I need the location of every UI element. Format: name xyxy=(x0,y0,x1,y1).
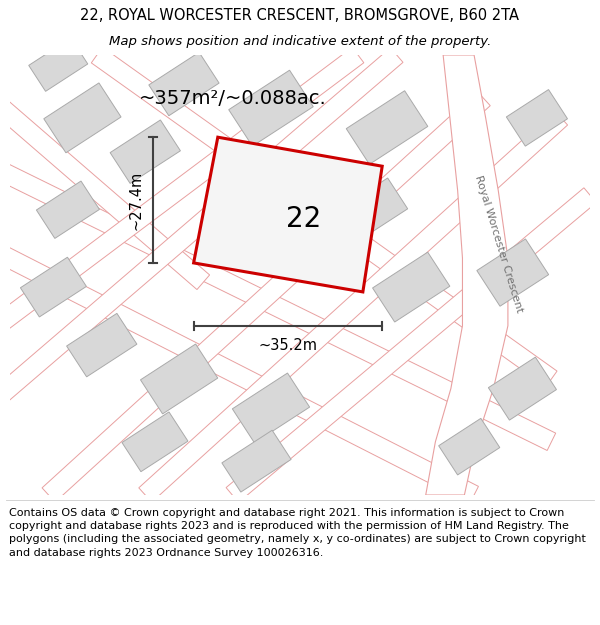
Text: Map shows position and indicative extent of the property.: Map shows position and indicative extent… xyxy=(109,35,491,48)
Polygon shape xyxy=(346,91,428,164)
Polygon shape xyxy=(0,138,556,451)
Polygon shape xyxy=(477,239,548,306)
Text: Royal Worcester Crescent: Royal Worcester Crescent xyxy=(473,174,524,313)
Polygon shape xyxy=(42,91,490,502)
Polygon shape xyxy=(140,344,218,414)
Polygon shape xyxy=(44,83,121,152)
Polygon shape xyxy=(194,138,382,292)
Polygon shape xyxy=(0,48,403,444)
Text: 22, ROYAL WORCESTER CRESCENT, BROMSGROVE, B60 2TA: 22, ROYAL WORCESTER CRESCENT, BROMSGROVE… xyxy=(80,8,520,23)
Polygon shape xyxy=(122,412,188,472)
Polygon shape xyxy=(37,181,100,238)
Polygon shape xyxy=(506,89,568,146)
Polygon shape xyxy=(20,258,86,317)
Text: 22: 22 xyxy=(286,206,321,233)
Polygon shape xyxy=(0,221,478,504)
Polygon shape xyxy=(91,47,557,387)
Polygon shape xyxy=(488,357,556,420)
Polygon shape xyxy=(67,313,137,377)
Text: ~357m²/~0.088ac.: ~357m²/~0.088ac. xyxy=(139,89,326,108)
Polygon shape xyxy=(337,178,407,241)
Text: ~27.4m: ~27.4m xyxy=(128,171,143,229)
Polygon shape xyxy=(29,38,88,91)
Text: ~35.2m: ~35.2m xyxy=(259,338,317,352)
Polygon shape xyxy=(232,373,310,443)
Polygon shape xyxy=(373,252,450,322)
Polygon shape xyxy=(0,48,364,396)
Polygon shape xyxy=(110,120,181,184)
Polygon shape xyxy=(149,52,219,116)
Polygon shape xyxy=(226,188,596,502)
Polygon shape xyxy=(222,430,291,492)
Polygon shape xyxy=(229,70,313,146)
Polygon shape xyxy=(426,55,508,495)
Polygon shape xyxy=(139,111,568,502)
Polygon shape xyxy=(0,58,209,289)
Polygon shape xyxy=(439,418,500,475)
Text: Contains OS data © Crown copyright and database right 2021. This information is : Contains OS data © Crown copyright and d… xyxy=(9,508,586,558)
